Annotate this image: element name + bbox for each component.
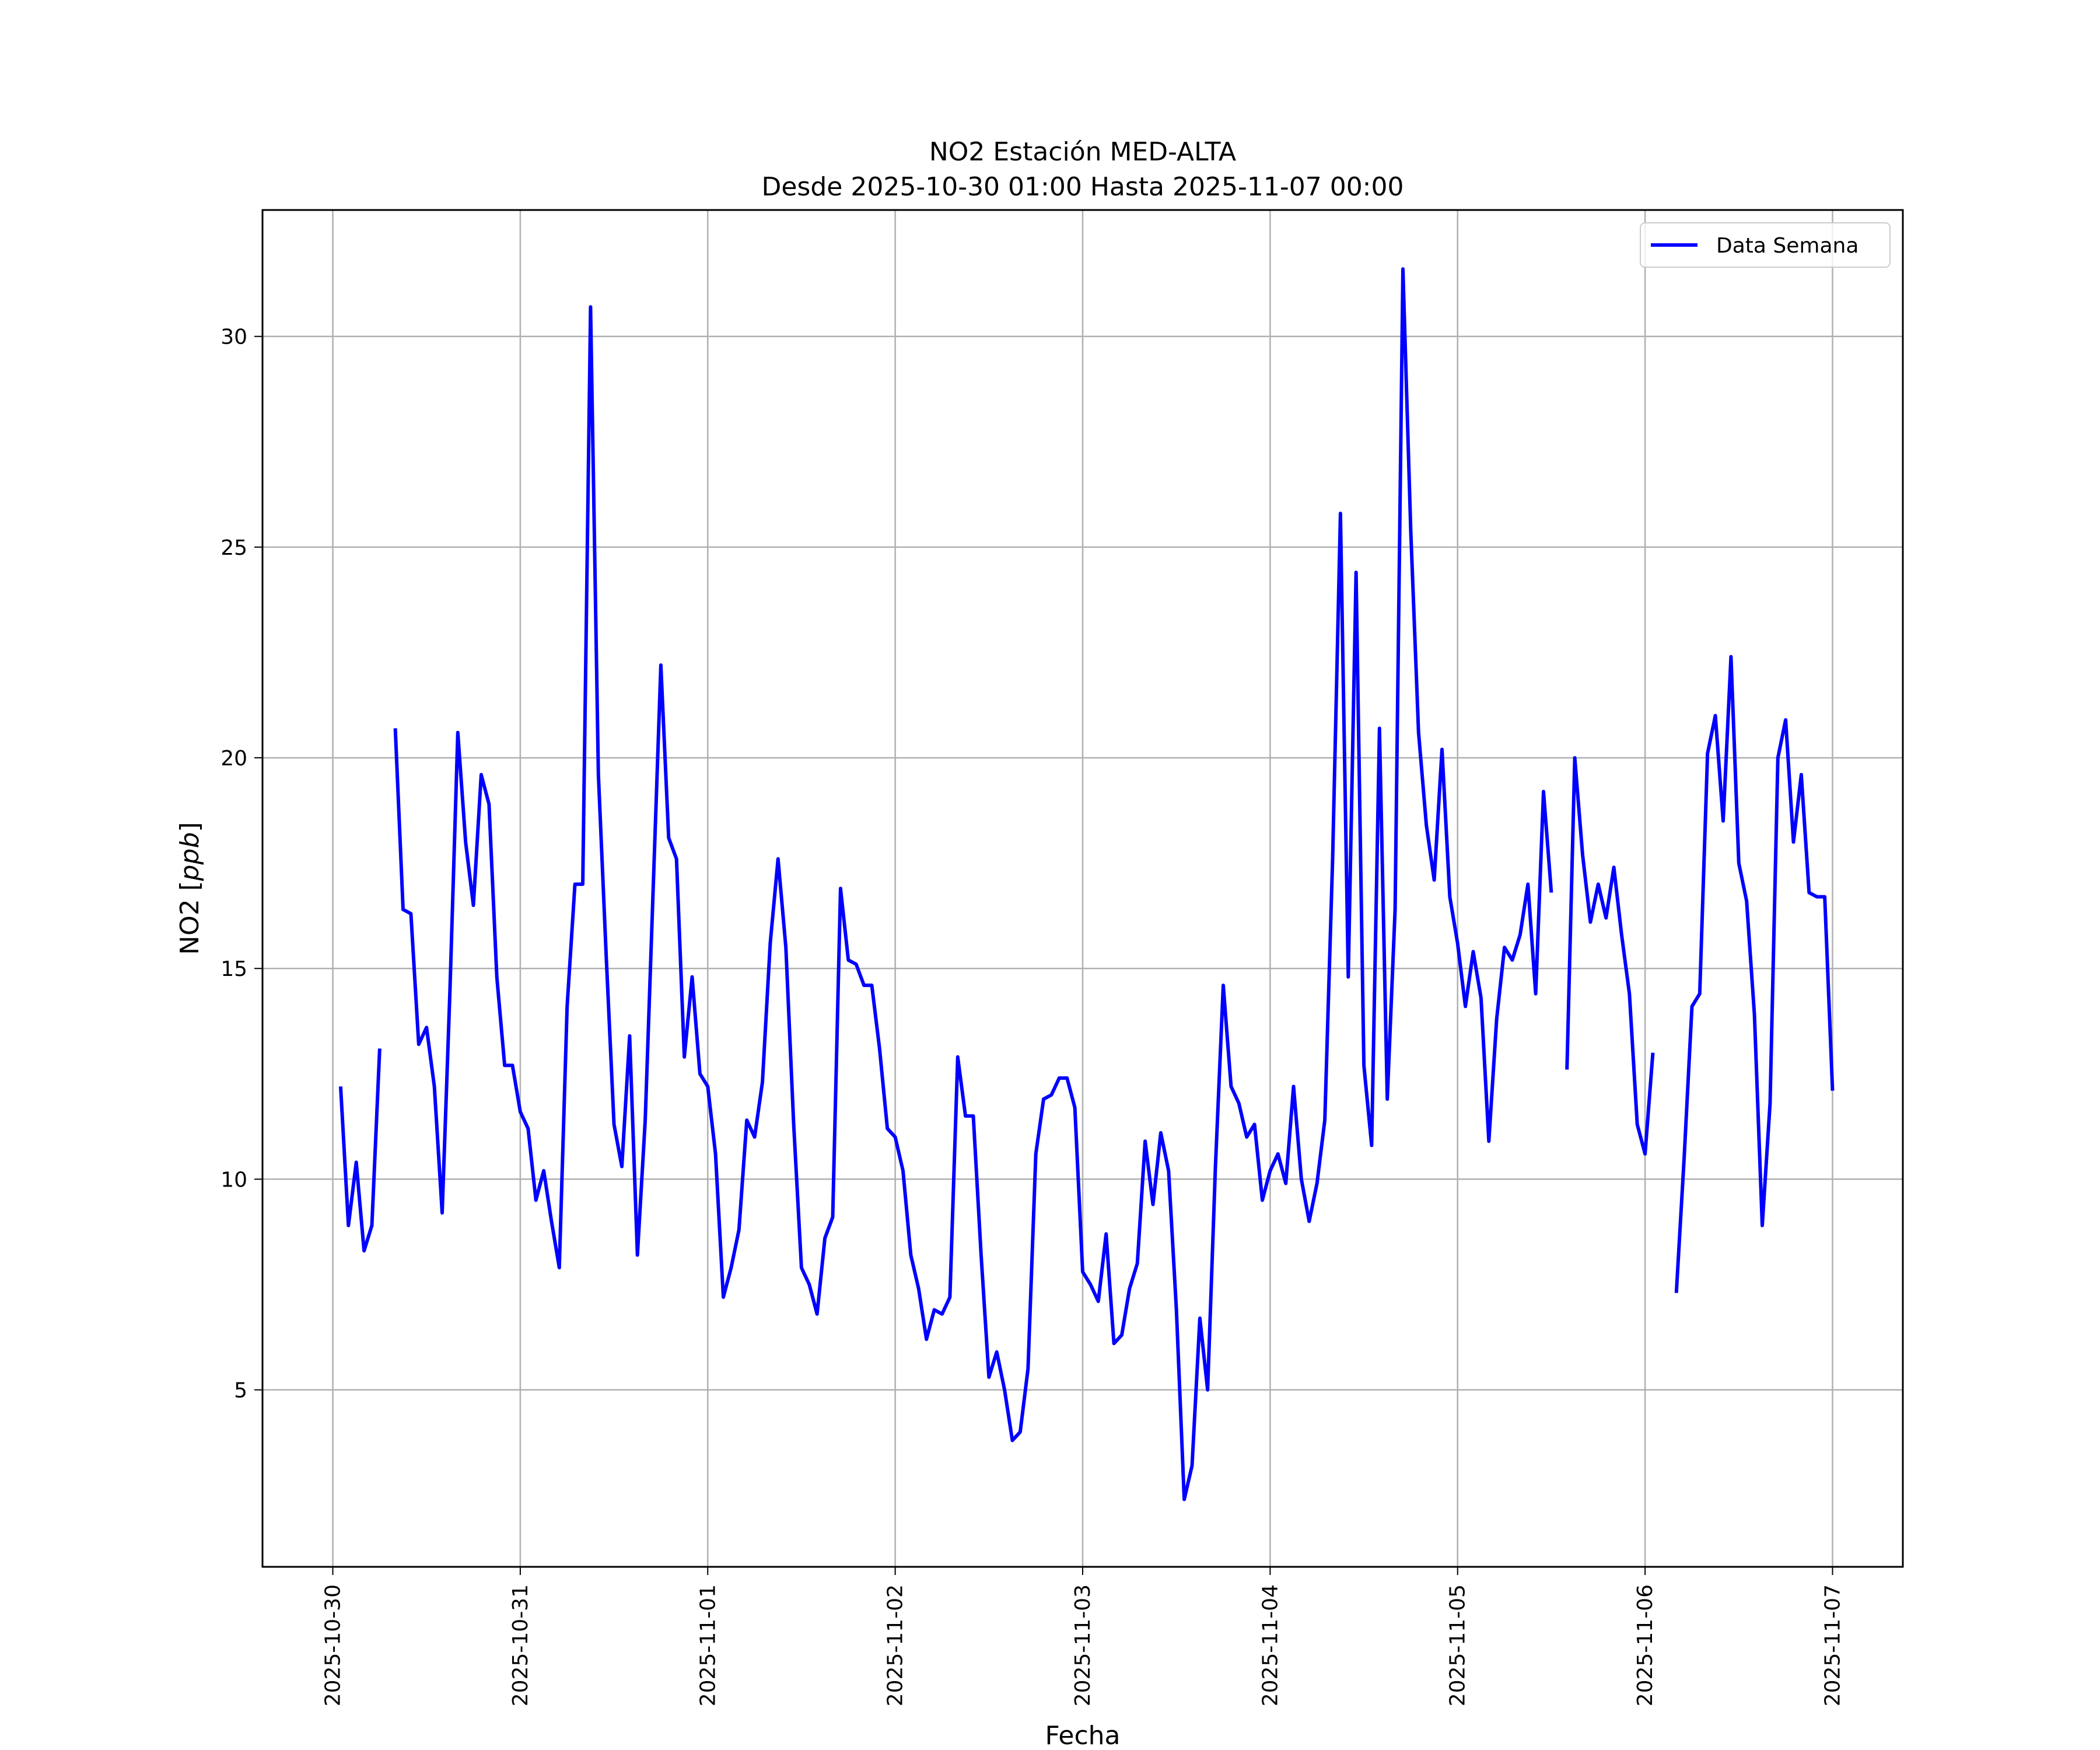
- y-tick-label: 20: [220, 747, 247, 771]
- series-line-segment: [1674, 654, 1835, 1293]
- chart-title: NO2 Estación MED-ALTA: [929, 137, 1236, 167]
- series-line-segment: [393, 267, 1553, 1502]
- legend-box: [1640, 222, 1891, 268]
- legend-label: Data Semana: [1716, 234, 1859, 258]
- series-line-segment: [338, 1048, 382, 1253]
- y-tick-label: 30: [220, 326, 247, 349]
- x-axis: 2025-10-30 2025-10-31 2025-11-01 2025-11-02…: [321, 1567, 1845, 1706]
- y-tick-label: 10: [220, 1168, 247, 1192]
- grid: [262, 210, 1903, 1567]
- series-line-segment: [1565, 756, 1655, 1156]
- y-axis-label: NO2 [ppb]: [175, 822, 205, 955]
- series-layer: [338, 267, 1835, 1502]
- legend: Data Semana: [1640, 222, 1891, 268]
- y-tick-label: 25: [220, 536, 247, 560]
- x-tick-label: 2025-11-06: [1633, 1584, 1657, 1706]
- y-axis-label-suffix: ]: [175, 822, 205, 832]
- y-tick-label: 15: [220, 957, 247, 981]
- chart-subtitle: Desde 2025-10-30 01:00 Hasta 2025-11-07 …: [761, 172, 1404, 202]
- x-tick-label: 2025-11-02: [884, 1584, 908, 1706]
- x-tick-label: 2025-10-31: [509, 1584, 533, 1706]
- x-tick-label: 2025-11-04: [1258, 1584, 1282, 1706]
- y-tick-label: 5: [234, 1379, 247, 1403]
- x-axis-label: Fecha: [1045, 1721, 1120, 1750]
- x-tick-label: 2025-11-01: [696, 1584, 720, 1706]
- y-axis: 5 10 15 20 25 30: [220, 326, 262, 1403]
- x-tick-label: 2025-11-03: [1071, 1584, 1095, 1706]
- x-tick-label: 2025-10-30: [321, 1584, 345, 1706]
- x-tick-label: 2025-11-07: [1821, 1584, 1845, 1706]
- y-axis-label-prefix: NO2 [: [175, 881, 205, 955]
- y-axis-label-unit: ppb: [175, 832, 205, 881]
- x-tick-label: 2025-11-05: [1446, 1584, 1470, 1706]
